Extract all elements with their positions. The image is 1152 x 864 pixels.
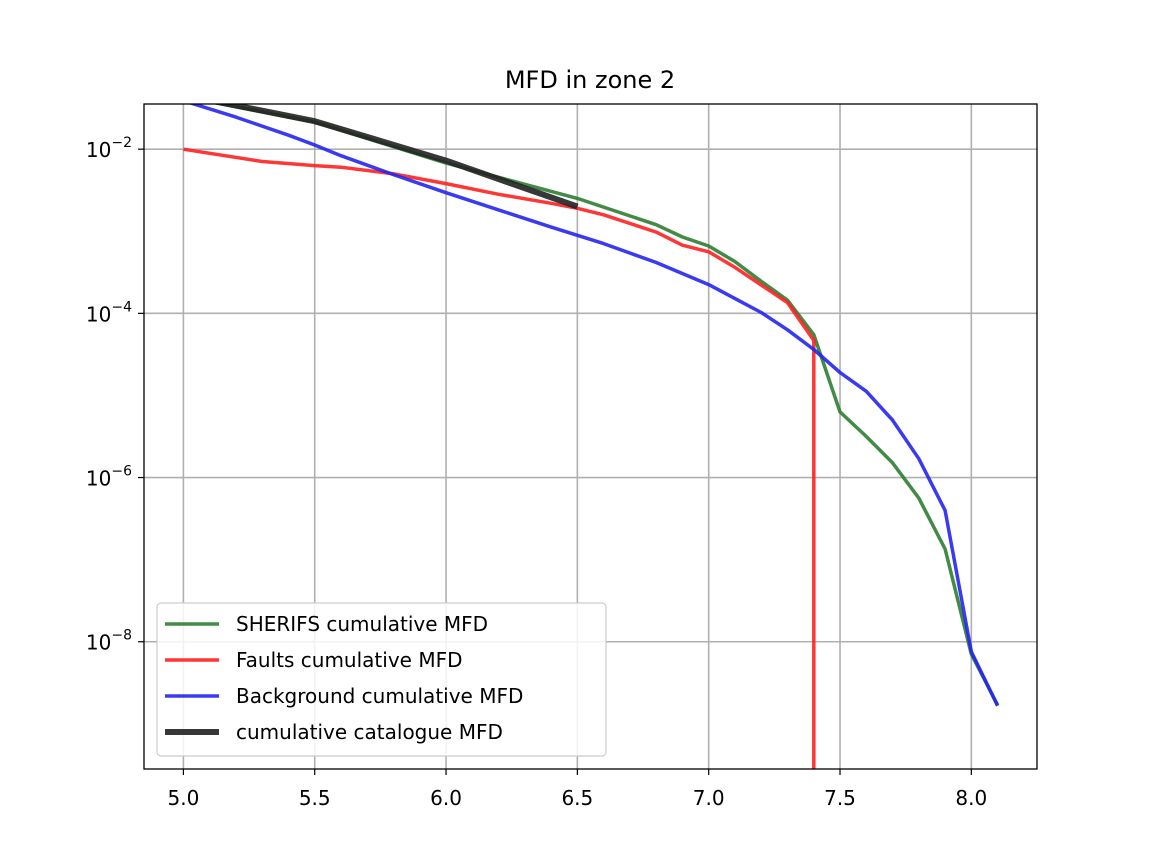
legend-box [156, 602, 607, 757]
legend: SHERIFS cumulative MFD Faults cumulative … [156, 602, 607, 757]
y-tick-exponent: −4 [111, 299, 132, 315]
chart-title: MFD in zone 2 [505, 66, 675, 94]
y-tick-label: 10−4 [86, 299, 132, 326]
y-tick-base: 10 [86, 631, 111, 655]
y-tick-exponent: −2 [111, 135, 132, 151]
series-line-2 [183, 147, 816, 769]
y-tick-exponent: −6 [111, 464, 132, 480]
x-axis: 5.0 5.5 6.0 6.5 7.0 7.5 8.0 [167, 769, 987, 810]
y-tick-exponent: −8 [111, 628, 132, 644]
series-line-4 [213, 104, 579, 210]
y-tick-label: 10−8 [86, 628, 132, 655]
y-tick-base: 10 [86, 302, 111, 326]
x-tick-label: 8.0 [955, 786, 987, 810]
x-tick-label: 7.0 [693, 786, 725, 810]
x-tick-label: 5.5 [299, 786, 331, 810]
x-tick-label: 6.0 [430, 786, 462, 810]
series-group [183, 104, 1000, 769]
series-line-3 [188, 104, 1000, 707]
legend-label: SHERIFS cumulative MFD [236, 612, 488, 636]
legend-label: Background cumulative MFD [236, 684, 523, 708]
y-tick-base: 10 [86, 138, 111, 162]
x-tick-label: 7.5 [824, 786, 856, 810]
x-tick-label: 5.0 [167, 786, 199, 810]
plot-frame [143, 103, 1038, 770]
y-tick-label: 10−2 [86, 135, 132, 162]
y-tick-base: 10 [86, 467, 111, 491]
legend-label: Faults cumulative MFD [236, 648, 462, 672]
y-tick-label: 10−6 [86, 464, 132, 491]
y-axis: 10−210−410−610−8 [86, 135, 144, 655]
series-line-1 [212, 104, 1000, 706]
x-tick-label: 6.5 [561, 786, 593, 810]
legend-label: cumulative catalogue MFD [236, 720, 503, 744]
